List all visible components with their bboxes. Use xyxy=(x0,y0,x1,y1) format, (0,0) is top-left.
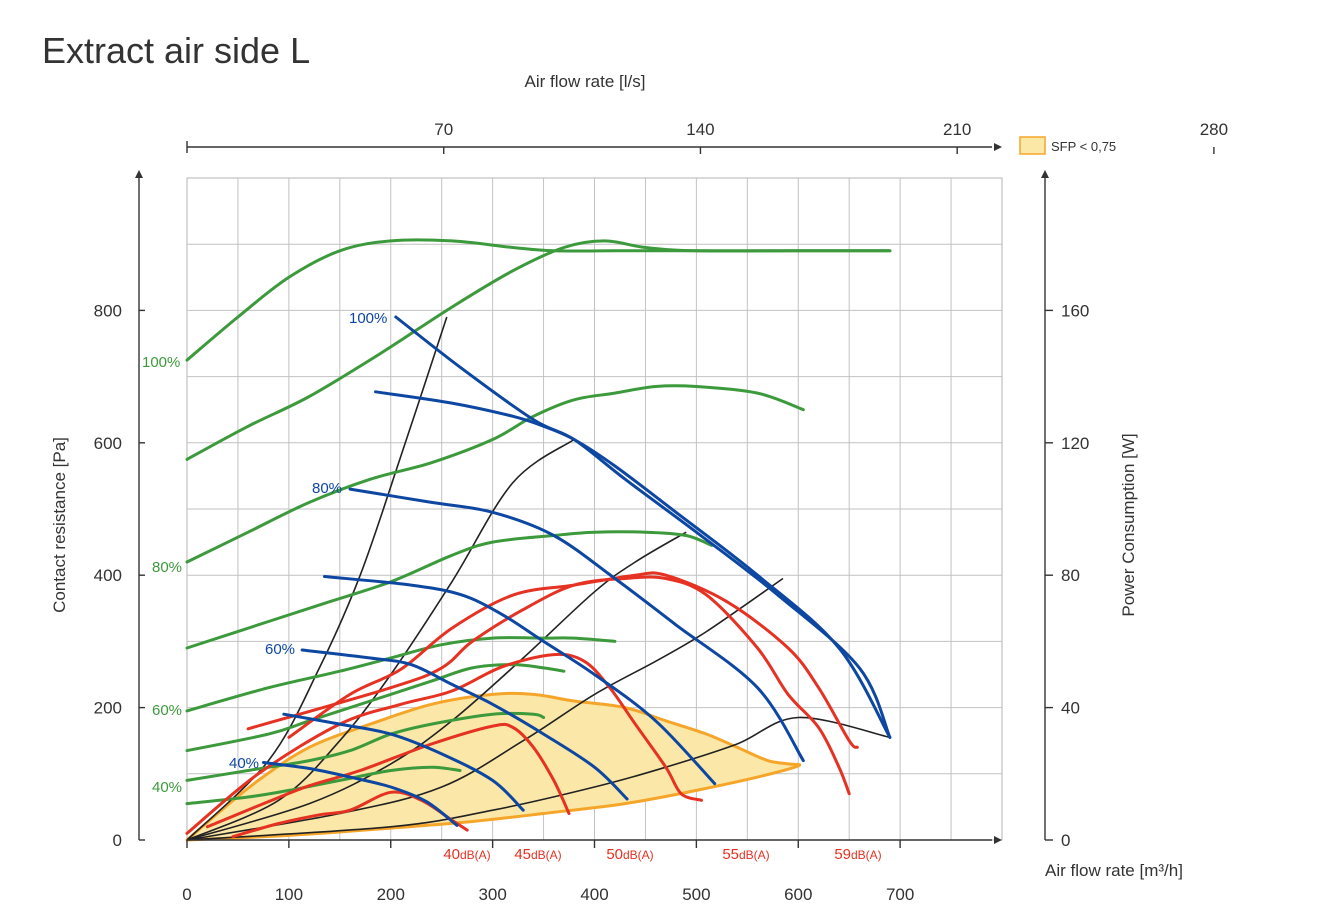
sound-curve-label: 40dB(A) xyxy=(443,846,490,863)
sound-curve xyxy=(246,575,851,796)
x-tick-label-bottom: 500 xyxy=(682,885,710,904)
pressure-curve xyxy=(374,390,892,739)
pressure-curve-label: 80% xyxy=(312,480,342,497)
x-tick-label-bottom: 0 xyxy=(182,885,191,904)
y-tick-label-right: 80 xyxy=(1061,566,1080,585)
pressure-curve xyxy=(323,575,717,786)
sound-curve xyxy=(185,652,703,835)
y-axis-right-arrow xyxy=(1041,170,1049,178)
x-tick-label-top: 210 xyxy=(943,120,971,139)
y-axis-left-title: Contact resistance [Pa] xyxy=(50,437,69,613)
power-curve xyxy=(185,663,566,753)
power-curve xyxy=(185,636,617,713)
sound-curve-label: 59dB(A) xyxy=(834,846,881,863)
x-axis-bottom-title: Air flow rate [m³/h] xyxy=(1045,861,1183,880)
x-tick-label-bottom: 600 xyxy=(784,885,812,904)
y-tick-label-right: 120 xyxy=(1061,434,1089,453)
power-curve xyxy=(185,384,805,564)
pressure-curve xyxy=(282,712,525,812)
sound-curve-label: 45dB(A) xyxy=(514,846,561,863)
power-curve-label: 40% xyxy=(152,779,182,796)
power-curve xyxy=(185,765,462,806)
x-axis-top-arrow xyxy=(994,143,1002,151)
sound-curve xyxy=(205,722,571,829)
pressure-curve xyxy=(300,648,629,801)
x-axis-top-title: Air flow rate [l/s] xyxy=(525,72,646,91)
power-curve xyxy=(185,239,892,461)
x-tick-label-top: 70 xyxy=(434,120,453,139)
y-axis-left-arrow xyxy=(135,170,143,178)
pressure-curve xyxy=(348,487,805,763)
sound-curve-label: 50dB(A) xyxy=(606,846,653,863)
x-tick-label-bottom: 700 xyxy=(886,885,914,904)
y-tick-label-right: 0 xyxy=(1061,831,1070,850)
y-tick-label-left: 800 xyxy=(94,301,122,320)
x-tick-label-bottom: 400 xyxy=(580,885,608,904)
pressure-curve-label: 60% xyxy=(265,641,295,658)
system-curve xyxy=(186,716,891,841)
system-curve xyxy=(186,531,687,841)
y-tick-label-left: 200 xyxy=(94,699,122,718)
y-tick-label-right: 160 xyxy=(1061,301,1089,320)
power-curve-label: 100% xyxy=(142,354,180,371)
legend-swatch xyxy=(1019,136,1046,155)
power-curve-label: 60% xyxy=(152,702,182,719)
x-tick-label-bottom: 100 xyxy=(275,885,303,904)
pressure-curve xyxy=(261,761,459,827)
chart-title: Extract air side L xyxy=(42,30,311,71)
x-tick-label-top: 140 xyxy=(686,120,714,139)
sound-curve-label: 55dB(A) xyxy=(722,846,769,863)
pressure-curve-label: 100% xyxy=(349,310,387,327)
y-axis-right-title: Power Consumption [W] xyxy=(1119,433,1138,616)
power-curve-label: 80% xyxy=(152,559,182,576)
system-curve xyxy=(186,316,448,841)
y-tick-label-left: 600 xyxy=(94,434,122,453)
y-tick-label-right: 40 xyxy=(1061,699,1080,718)
y-tick-label-left: 400 xyxy=(94,566,122,585)
x-tick-label-top: 280 xyxy=(1200,120,1228,139)
x-tick-label-bottom: 300 xyxy=(478,885,506,904)
pressure-curve-label: 40% xyxy=(229,755,259,772)
x-axis-bottom-arrow xyxy=(994,836,1002,844)
sfp-region xyxy=(185,691,802,842)
sound-curve xyxy=(287,571,859,749)
y-tick-label-left: 0 xyxy=(113,831,122,850)
x-tick-label-bottom: 200 xyxy=(377,885,405,904)
power-curve xyxy=(185,530,714,650)
legend-label: SFP < 0,75 xyxy=(1051,139,1116,154)
